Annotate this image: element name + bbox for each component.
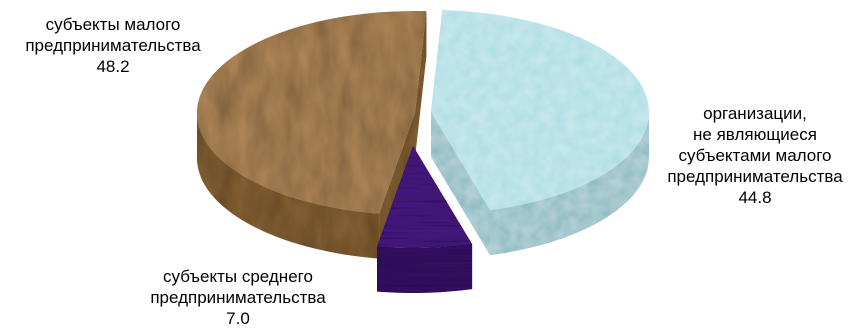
slice-small-enterprises-top	[196, 10, 427, 214]
label-large-organizations-line-4: предпринимательства	[667, 167, 843, 186]
label-large-organizations: организации, не являющиеся субъектами ма…	[650, 103, 860, 208]
data-label-small-enterprises: 48.2	[96, 57, 130, 76]
label-small-enterprises-line-2: предпринимательства	[25, 36, 201, 55]
slice-small-enterprises-cut-wall	[415, 11, 427, 159]
label-large-organizations-line-3: субъектами малого	[678, 146, 832, 165]
data-label-medium-enterprises: 7.0	[226, 309, 250, 328]
slice-large-organizations-top	[431, 10, 649, 211]
label-medium-enterprises: субъекты среднего предпринимательства 7.…	[133, 266, 343, 329]
label-medium-enterprises-line-1: субъекты среднего	[163, 267, 313, 286]
label-small-enterprises-line-1: субъекты малого	[45, 15, 181, 34]
label-medium-enterprises-line-2: предпринимательства	[150, 288, 326, 307]
slice-large-organizations	[431, 10, 649, 256]
slice-medium-enterprises-rim	[377, 244, 473, 294]
slice-small-enterprises-rim	[197, 113, 380, 259]
slice-large-organizations-cut-wall	[431, 112, 491, 256]
label-large-organizations-line-2: не являющиеся	[693, 125, 817, 144]
slice-medium-enterprises	[377, 146, 473, 294]
label-large-organizations-line-1: организации,	[703, 104, 807, 123]
slice-large-organizations-rim	[490, 112, 649, 256]
data-label-large-organizations: 44.8	[738, 188, 772, 207]
pie-slices	[196, 10, 649, 294]
label-small-enterprises: субъекты малого предпринимательства 48.2	[8, 14, 218, 77]
slice-medium-enterprises-top	[377, 146, 473, 249]
